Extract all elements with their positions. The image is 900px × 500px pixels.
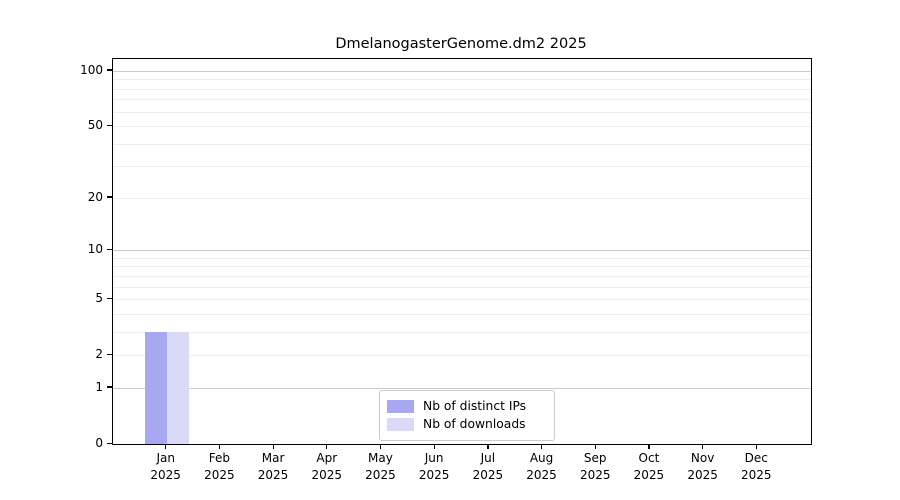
minor-gridline	[113, 197, 811, 199]
x-tick-label: Dec 2025	[741, 451, 772, 482]
bar-distinct-ips	[144, 331, 167, 444]
minor-gridline	[113, 331, 811, 333]
legend: Nb of distinct IPs Nb of downloads	[379, 390, 555, 441]
y-tick-mark	[107, 297, 112, 299]
x-tick-mark	[755, 444, 757, 449]
x-tick-label: Aug 2025	[526, 451, 557, 482]
x-tick-label: Feb 2025	[204, 451, 235, 482]
x-tick-label: Jul 2025	[472, 451, 504, 482]
plot-area: Nb of distinct IPs Nb of downloads	[112, 58, 812, 445]
x-tick-label: Jun 2025	[418, 451, 450, 482]
minor-gridline	[113, 275, 811, 277]
x-tick-label: Mar 2025	[257, 451, 289, 482]
minor-gridline	[113, 266, 811, 268]
y-tick-mark	[107, 442, 112, 444]
x-tick-label: Apr 2025	[311, 451, 343, 482]
chart-title: DmelanogasterGenome.dm2 2025	[335, 36, 587, 52]
y-tick-label: 20	[87, 189, 103, 204]
y-tick-label: 1	[95, 379, 103, 394]
major-gridline	[113, 70, 811, 72]
x-tick-mark	[594, 444, 596, 449]
major-gridline	[113, 387, 811, 389]
minor-gridline	[113, 355, 811, 357]
x-tick-mark	[379, 444, 382, 449]
y-tick-mark	[107, 196, 112, 198]
minor-gridline	[113, 126, 811, 128]
legend-swatch-distinct-ips	[387, 399, 414, 413]
legend-entry-distinct-ips: Nb of distinct IPs	[387, 398, 547, 414]
x-tick-mark	[218, 444, 221, 449]
x-tick-label: Jan 2025	[150, 451, 181, 482]
x-tick-mark	[648, 444, 650, 449]
y-tick-mark	[107, 124, 112, 126]
y-tick-label: 50	[87, 118, 103, 133]
legend-swatch-downloads	[387, 417, 414, 431]
legend-entry-downloads: Nb of downloads	[387, 416, 547, 432]
minor-gridline	[113, 88, 811, 90]
y-tick-label: 2	[95, 347, 103, 362]
x-tick-label: Oct 2025	[633, 451, 665, 482]
legend-label-downloads: Nb of downloads	[423, 417, 526, 431]
minor-gridline	[113, 257, 811, 259]
minor-gridline	[113, 166, 811, 168]
x-tick-mark	[541, 444, 543, 449]
x-tick-mark	[165, 444, 167, 449]
x-tick-label: May 2025	[365, 451, 396, 482]
y-tick-label: 5	[95, 291, 103, 306]
minor-gridline	[113, 99, 811, 101]
bar-downloads	[166, 331, 189, 444]
x-tick-label: Nov 2025	[687, 451, 718, 482]
x-tick-mark	[326, 444, 328, 449]
minor-gridline	[113, 143, 811, 145]
minor-gridline	[113, 299, 811, 301]
minor-gridline	[113, 313, 811, 315]
x-tick-mark	[433, 444, 435, 449]
major-gridline	[113, 250, 811, 252]
legend-label-distinct-ips: Nb of distinct IPs	[423, 399, 527, 413]
x-tick-label: Sep 2025	[579, 451, 611, 482]
y-tick-mark	[107, 353, 112, 355]
y-tick-mark	[107, 69, 112, 71]
x-tick-mark	[487, 444, 489, 449]
y-tick-label: 100	[80, 62, 103, 77]
y-tick-label: 0	[95, 436, 103, 450]
minor-gridline	[113, 79, 811, 81]
y-tick-mark	[107, 248, 112, 250]
y-tick-label: 10	[87, 242, 103, 257]
minor-gridline	[113, 111, 811, 113]
x-tick-mark	[702, 444, 704, 449]
minor-gridline	[113, 286, 811, 288]
x-tick-mark	[272, 444, 274, 449]
y-tick-mark	[107, 386, 112, 388]
